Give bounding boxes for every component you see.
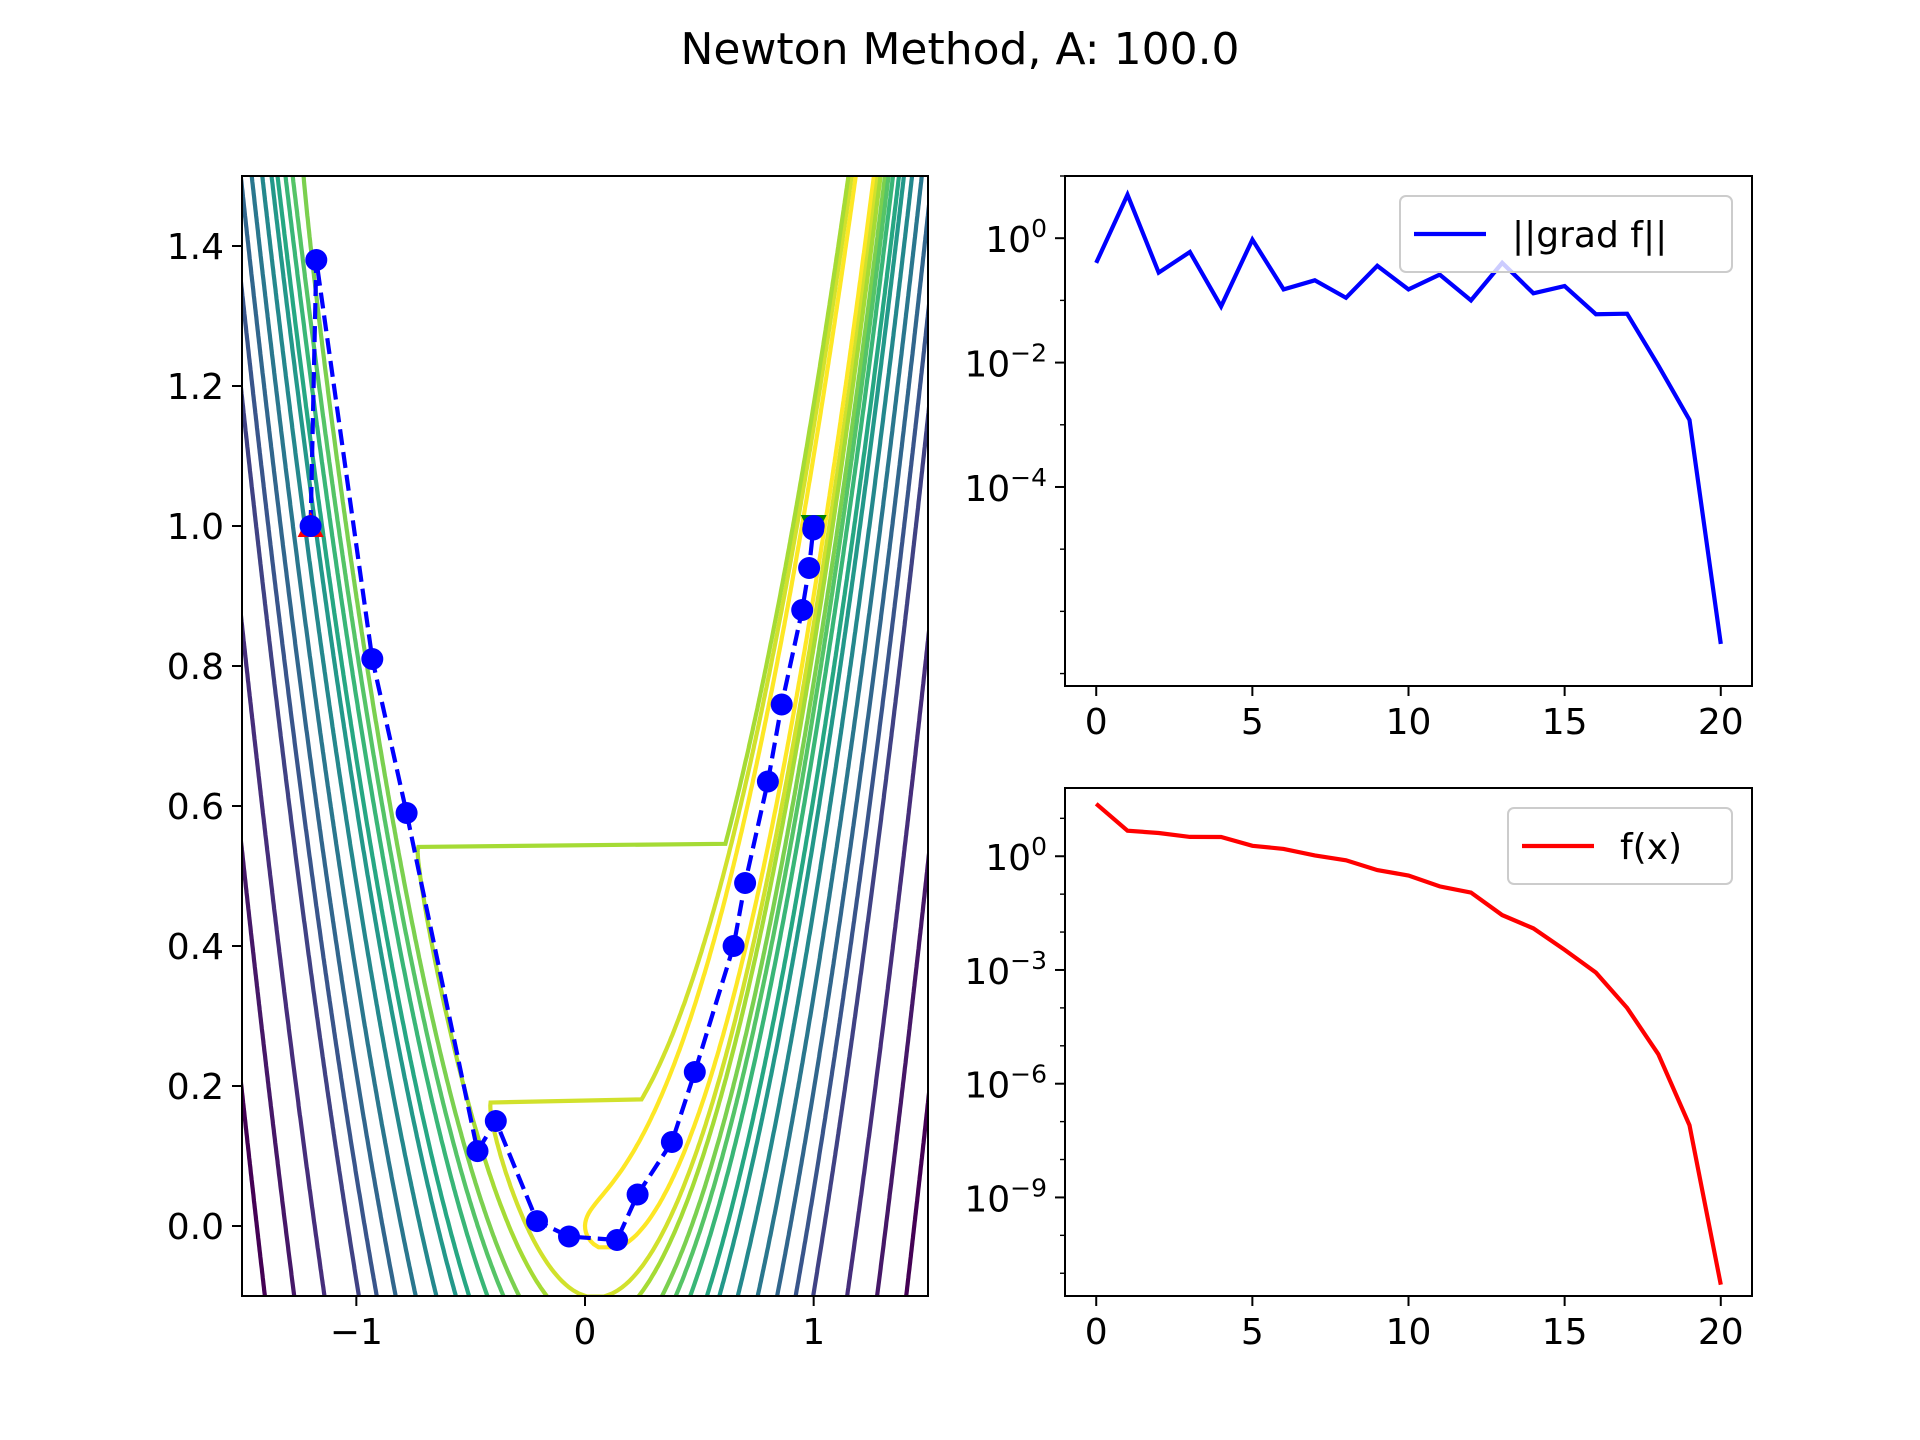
x-tick-label: 20 bbox=[1698, 1312, 1744, 1353]
y-tick-label-exponent: −6 bbox=[1010, 1060, 1047, 1089]
contour-line bbox=[260, 176, 915, 1296]
y-tick-label: 0.0 bbox=[167, 1207, 224, 1248]
contour-line bbox=[242, 271, 928, 1296]
contour-line bbox=[283, 176, 896, 1296]
path-point bbox=[526, 1210, 548, 1233]
figure-title: Newton Method, A: 100.0 bbox=[680, 24, 1239, 75]
x-tick-label: 5 bbox=[1241, 1312, 1264, 1353]
y-tick-label-exponent: −3 bbox=[1010, 946, 1047, 975]
path-point bbox=[305, 249, 328, 271]
path-point bbox=[770, 693, 793, 716]
x-tick-label: 15 bbox=[1542, 702, 1588, 743]
legend-box bbox=[1399, 195, 1733, 273]
x-tick-label: 20 bbox=[1698, 702, 1744, 743]
contour-plot: −1 0 1 0.0 0.2 0.4 0.6 0.8 1.0 1.2 1.4 bbox=[167, 175, 929, 1353]
y-tick-label-base: 10 bbox=[964, 1179, 1010, 1220]
x-tick-label: 5 bbox=[1241, 702, 1264, 743]
contour-axes: −1 0 1 0.0 0.2 0.4 0.6 0.8 1.0 1.2 1.4 bbox=[167, 175, 929, 1353]
series-line bbox=[1094, 189, 1723, 645]
contour-line bbox=[488, 176, 880, 1296]
optimization-path bbox=[297, 249, 827, 1251]
y-tick-label-base: 10 bbox=[964, 345, 1010, 386]
y-tick-label-base: 10 bbox=[985, 838, 1031, 879]
x-tick-label: 0 bbox=[1085, 1312, 1108, 1353]
contour-line bbox=[301, 176, 888, 1296]
y-tick-label-base: 10 bbox=[964, 952, 1010, 993]
series-line bbox=[1094, 802, 1723, 1286]
x-tick-label: 15 bbox=[1542, 1312, 1588, 1353]
contour-line bbox=[582, 176, 877, 1250]
contour-line bbox=[242, 176, 928, 1296]
path-point bbox=[683, 1061, 706, 1083]
y-tick-label: 0.2 bbox=[167, 1067, 224, 1108]
x-tick-label: 0 bbox=[574, 1312, 597, 1353]
contour-line bbox=[249, 176, 924, 1296]
path-point bbox=[626, 1183, 649, 1206]
y-tick-label: 100 bbox=[985, 214, 1047, 261]
y-tick-label: 100 bbox=[985, 832, 1047, 879]
x-tick-label: 10 bbox=[1386, 702, 1432, 743]
y-tick-label: 0.4 bbox=[167, 927, 224, 968]
y-tick-label-base: 10 bbox=[985, 220, 1031, 261]
y-tick-label: 1.4 bbox=[167, 227, 224, 268]
function-value-series bbox=[1094, 802, 1723, 1286]
function-value-legend: f(x) bbox=[1507, 807, 1733, 885]
y-tick-label: 0.6 bbox=[167, 787, 224, 828]
grad-norm-legend: ||grad f|| bbox=[1399, 195, 1733, 273]
path-point bbox=[466, 1140, 489, 1163]
y-tick-label-exponent: −9 bbox=[1010, 1173, 1047, 1202]
path-point bbox=[299, 515, 322, 537]
y-tick-label-exponent: 0 bbox=[1031, 832, 1047, 861]
y-tick-label: 10−3 bbox=[964, 946, 1047, 993]
path-point bbox=[802, 515, 825, 537]
x-tick-label: 10 bbox=[1386, 1312, 1432, 1353]
y-tick-label: 10−4 bbox=[964, 463, 1047, 510]
y-tick-label: 10−9 bbox=[964, 1173, 1047, 1220]
y-tick-label: 1.0 bbox=[167, 507, 224, 548]
y-tick-label-exponent: 0 bbox=[1031, 214, 1047, 243]
y-tick-label: 10−2 bbox=[964, 339, 1047, 386]
y-tick-label-exponent: −2 bbox=[1010, 339, 1047, 368]
y-tick-label: 0.8 bbox=[167, 647, 224, 688]
y-tick-label: 10−6 bbox=[964, 1060, 1047, 1107]
x-tick-label: 1 bbox=[802, 1312, 825, 1353]
y-tick-label-exponent: −4 bbox=[1010, 463, 1047, 492]
legend-label: f(x) bbox=[1620, 827, 1682, 868]
y-tick-label-base: 10 bbox=[964, 1066, 1010, 1107]
path-point bbox=[606, 1229, 628, 1251]
path-point bbox=[791, 599, 814, 621]
path-point bbox=[798, 557, 821, 579]
contour-line bbox=[269, 176, 907, 1296]
contour-line bbox=[275, 176, 902, 1296]
contour-line bbox=[415, 176, 883, 1296]
contour-lines bbox=[242, 176, 928, 1296]
contour-line bbox=[242, 377, 928, 1296]
y-tick-label: 1.2 bbox=[167, 367, 224, 408]
path-point bbox=[395, 802, 418, 824]
grad-norm-series bbox=[1094, 189, 1723, 645]
path-point bbox=[660, 1131, 683, 1153]
path-point bbox=[484, 1110, 507, 1132]
legend-label: ||grad f|| bbox=[1512, 215, 1667, 256]
y-tick-label-base: 10 bbox=[964, 469, 1010, 510]
legend-box bbox=[1507, 807, 1733, 885]
path-point bbox=[361, 648, 384, 670]
path-point bbox=[558, 1225, 580, 1248]
contour-line bbox=[290, 176, 891, 1296]
x-tick-label: 0 bbox=[1085, 702, 1108, 743]
path-point bbox=[756, 770, 779, 793]
x-tick-label: −1 bbox=[330, 1312, 383, 1353]
path-point bbox=[734, 872, 757, 894]
path-line bbox=[308, 259, 816, 1243]
path-point bbox=[722, 935, 745, 957]
